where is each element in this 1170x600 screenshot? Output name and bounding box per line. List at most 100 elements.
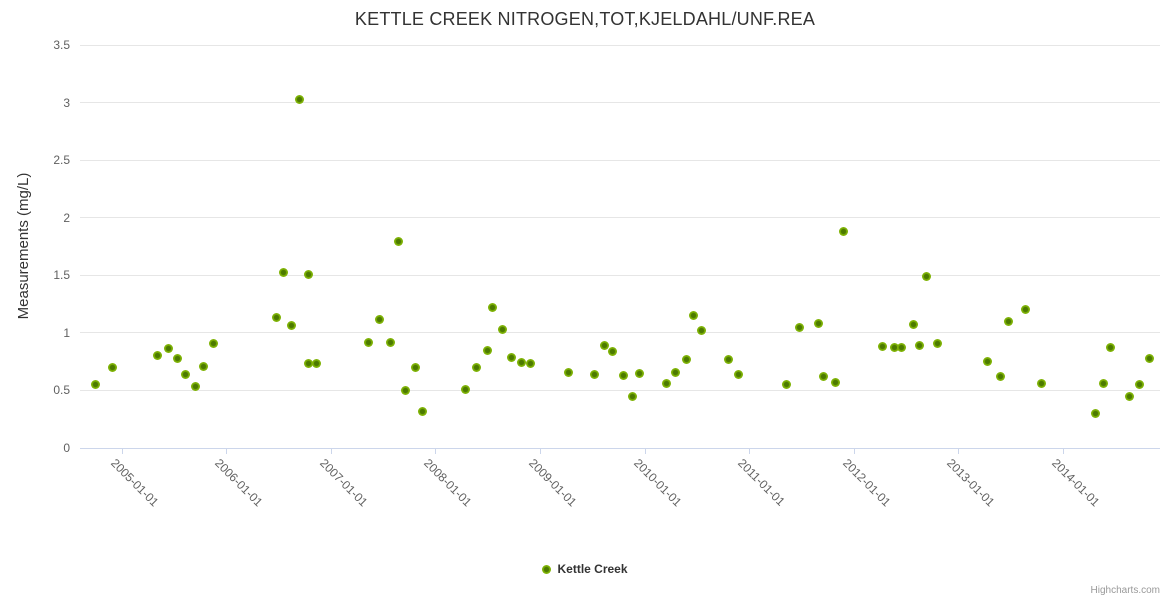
x-axis-tick xyxy=(435,449,437,454)
data-point[interactable] xyxy=(1134,380,1144,390)
data-point[interactable] xyxy=(915,341,925,351)
data-point[interactable] xyxy=(374,314,384,324)
data-point[interactable] xyxy=(526,359,536,369)
x-axis-tick-label: 2009-01-01 xyxy=(526,456,580,510)
data-point[interactable] xyxy=(488,303,498,313)
data-point[interactable] xyxy=(878,342,888,352)
data-point[interactable] xyxy=(279,268,289,278)
data-point[interactable] xyxy=(1003,316,1013,326)
data-point[interactable] xyxy=(1145,353,1155,363)
data-point[interactable] xyxy=(1106,343,1116,353)
data-point[interactable] xyxy=(304,359,314,369)
data-point[interactable] xyxy=(634,368,644,378)
data-point[interactable] xyxy=(607,346,617,356)
y-gridline xyxy=(80,332,1160,334)
y-gridline xyxy=(80,102,1160,104)
data-point[interactable] xyxy=(304,269,314,279)
data-point[interactable] xyxy=(563,367,573,377)
data-point[interactable] xyxy=(471,362,481,372)
data-point[interactable] xyxy=(982,357,992,367)
data-point[interactable] xyxy=(190,382,200,392)
y-gridline xyxy=(80,389,1160,391)
data-point[interactable] xyxy=(418,406,428,416)
y-axis-tick-label: 2 xyxy=(63,210,70,225)
data-point[interactable] xyxy=(600,341,610,351)
data-point[interactable] xyxy=(164,344,174,354)
data-point[interactable] xyxy=(91,380,101,390)
data-point[interactable] xyxy=(831,377,841,387)
x-axis-tick xyxy=(853,449,855,454)
data-point[interactable] xyxy=(838,227,848,237)
y-gridline xyxy=(80,159,1160,161)
x-axis-tick-label: 2006-01-01 xyxy=(212,456,266,510)
data-point[interactable] xyxy=(272,313,282,323)
y-axis-tick-label: 2.5 xyxy=(53,153,70,168)
data-point[interactable] xyxy=(198,361,208,371)
data-point[interactable] xyxy=(889,343,899,353)
data-point[interactable] xyxy=(209,338,219,348)
x-axis-tick-label: 2014-01-01 xyxy=(1048,456,1103,510)
data-point[interactable] xyxy=(794,322,804,332)
legend-label: Kettle Creek xyxy=(557,562,628,576)
x-axis-tick-label: 2012-01-01 xyxy=(839,456,894,510)
x-axis-tick xyxy=(330,449,332,454)
x-axis-tick-label: 2005-01-01 xyxy=(107,456,162,510)
data-point[interactable] xyxy=(497,324,507,334)
data-point[interactable] xyxy=(1090,408,1100,418)
data-point[interactable] xyxy=(589,369,599,379)
data-point[interactable] xyxy=(1020,305,1030,315)
plot-area: 0 0.5 1 1.5 2 2.5 3 3.5 2005-01-01 2006-01-01 2007… xyxy=(53,38,1160,509)
data-point[interactable] xyxy=(152,351,162,361)
data-point[interactable] xyxy=(461,384,471,394)
data-point[interactable] xyxy=(1037,379,1047,389)
x-axis-tick-label: 2013-01-01 xyxy=(944,456,998,510)
data-point[interactable] xyxy=(723,354,733,364)
y-axis-tick-label: 0.5 xyxy=(53,383,70,398)
data-point[interactable] xyxy=(295,94,305,104)
data-point[interactable] xyxy=(107,362,117,372)
x-axis-tick xyxy=(540,449,542,454)
data-point[interactable] xyxy=(995,372,1005,382)
data-point[interactable] xyxy=(181,369,191,379)
data-point[interactable] xyxy=(671,367,681,377)
x-axis-line xyxy=(80,448,1160,449)
data-point[interactable] xyxy=(386,337,395,347)
data-point[interactable] xyxy=(908,320,918,330)
x-axis-tick xyxy=(958,449,960,454)
data-point[interactable] xyxy=(818,372,828,382)
data-point[interactable] xyxy=(507,352,517,362)
x-axis-tick xyxy=(121,449,123,454)
y-gridline xyxy=(80,217,1160,219)
data-point[interactable] xyxy=(627,391,637,401)
data-point[interactable] xyxy=(411,362,421,372)
x-axis-tick-label: 2010-01-01 xyxy=(630,456,684,510)
data-point[interactable] xyxy=(662,379,672,389)
data-point[interactable] xyxy=(782,380,792,390)
data-point[interactable] xyxy=(897,343,907,353)
data-point[interactable] xyxy=(681,354,691,364)
data-point[interactable] xyxy=(483,345,493,355)
data-point[interactable] xyxy=(1099,379,1109,389)
data-point[interactable] xyxy=(311,359,321,369)
x-axis-tick-label: 2007-01-01 xyxy=(317,456,371,510)
highcharts-credits-link[interactable]: Highcharts.com xyxy=(1090,585,1160,596)
data-point[interactable] xyxy=(689,311,699,321)
y-axis-tick-label: 3 xyxy=(63,95,70,110)
data-point[interactable] xyxy=(922,271,932,281)
legend-item-kettle-creek[interactable]: Kettle Creek xyxy=(0,562,1170,576)
data-point[interactable] xyxy=(813,319,823,329)
data-point[interactable] xyxy=(172,353,182,363)
data-point[interactable] xyxy=(516,358,526,368)
data-point[interactable] xyxy=(619,370,629,380)
y-axis-tick-label: 1.5 xyxy=(53,268,70,283)
data-point[interactable] xyxy=(286,321,296,331)
data-point[interactable] xyxy=(932,338,942,348)
data-point[interactable] xyxy=(364,337,374,347)
data-point[interactable] xyxy=(734,369,744,379)
data-point[interactable] xyxy=(394,237,404,247)
y-gridline xyxy=(80,274,1160,276)
data-point[interactable] xyxy=(400,385,410,395)
data-point[interactable] xyxy=(696,326,706,336)
data-point[interactable] xyxy=(1125,391,1135,401)
